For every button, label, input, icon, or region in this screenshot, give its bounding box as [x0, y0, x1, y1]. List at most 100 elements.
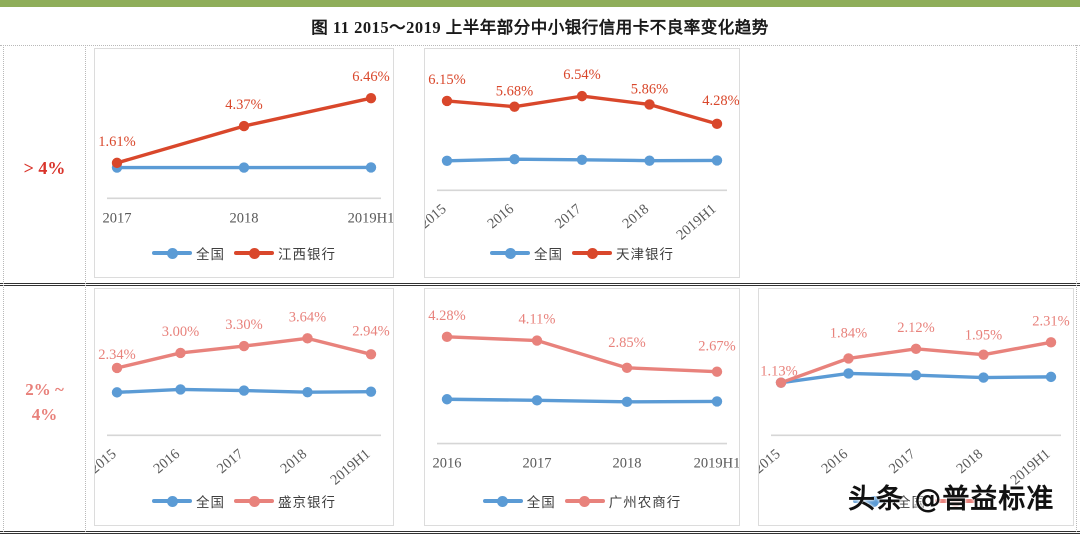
legend-label-bank: 盛京银行 — [278, 495, 336, 510]
divider-under-title — [0, 45, 1080, 46]
chart-card-empty-row1-col3 — [758, 48, 1074, 278]
svg-text:2.34%: 2.34% — [98, 347, 135, 363]
svg-text:2016: 2016 — [485, 201, 517, 232]
svg-text:1.84%: 1.84% — [830, 325, 867, 341]
svg-text:3.64%: 3.64% — [289, 309, 326, 325]
svg-text:2018: 2018 — [954, 446, 986, 477]
plot-tianjin-bank: 6.15% 5.68% 6.54% 5.86% 4.28% 2015 2016 2017 201… — [425, 49, 739, 277]
legend-item-bank: 盛京银行 — [234, 491, 336, 511]
legend-swatch-national-icon — [152, 495, 192, 507]
divider-between-rows — [0, 283, 1080, 286]
svg-text:2018: 2018 — [613, 456, 642, 472]
svg-text:4.11%: 4.11% — [519, 312, 556, 328]
svg-text:6.54%: 6.54% — [563, 67, 600, 83]
plot-shengjing-bank: 2.34% 3.00% 3.30% 3.64% 2.94% 2015 2016 2017 201… — [95, 289, 393, 525]
svg-text:4.28%: 4.28% — [428, 308, 465, 324]
legend-swatch-bank-icon — [564, 495, 605, 507]
row-label-2-to-4-percent: 2% ~ 4% — [25, 380, 64, 424]
legend-label-bank: 天津银行 — [616, 247, 674, 262]
legend-label-bank: 江西银行 — [278, 247, 336, 262]
divider-right-edge — [1076, 45, 1077, 532]
row-label-above-4-percent: > 4% — [23, 158, 66, 178]
legend-swatch-bank-icon — [935, 495, 975, 507]
legend-item-bank: 江西银行 — [234, 243, 336, 263]
svg-text:6.46%: 6.46% — [352, 69, 389, 85]
legend-item-national: 全国 — [490, 243, 563, 263]
svg-text:1.61%: 1.61% — [98, 134, 135, 150]
plot-row2-col3: 1.13% 1.84% 2.12% 1.95% 2.31% 2015 2016 2017 201… — [759, 289, 1073, 525]
legend-row2-col3: 全国 — [759, 491, 1073, 511]
legend-item-bank: 天津银行 — [572, 243, 674, 263]
legend-shengjing-bank: 全国 盛京银行 — [95, 491, 393, 511]
svg-text:2018: 2018 — [230, 210, 259, 226]
chart-card-jiangxi-bank: 1.61% 4.37% 6.46% 2017 2018 2019H1 全国 江西银行 — [94, 48, 394, 278]
svg-text:3.00%: 3.00% — [162, 324, 199, 340]
svg-text:2018: 2018 — [620, 201, 652, 232]
legend-swatch-national-icon — [853, 495, 893, 507]
legend-item-bank — [935, 495, 979, 507]
legend-item-bank: 广州农商行 — [564, 491, 682, 511]
divider-left-edge — [3, 45, 4, 532]
svg-text:2016: 2016 — [151, 446, 183, 477]
svg-text:3.30%: 3.30% — [225, 317, 262, 333]
svg-text:2.94%: 2.94% — [352, 323, 389, 339]
svg-text:2015: 2015 — [425, 201, 450, 232]
legend-item-national: 全国 — [482, 491, 556, 511]
svg-text:2016: 2016 — [433, 456, 462, 472]
svg-text:6.15%: 6.15% — [428, 72, 465, 88]
legend-label-national: 全国 — [196, 247, 225, 262]
watermark-toutiao-puyi: 头条 @普益标准 — [848, 484, 1055, 515]
svg-text:5.68%: 5.68% — [496, 84, 533, 100]
legend-tianjin-bank: 全国 天津银行 — [425, 243, 739, 263]
plot-jiangxi-bank: 1.61% 4.37% 6.46% 2017 2018 2019H1 — [95, 49, 393, 277]
svg-text:1.13%: 1.13% — [760, 364, 797, 380]
top-green-rule — [0, 0, 1080, 7]
figure-title-bar: 图 11 2015～2019 上半年部分中小银行信用卡不良率变化趋势 — [0, 7, 1080, 45]
svg-text:1.95%: 1.95% — [965, 328, 1002, 344]
svg-text:2019H1: 2019H1 — [348, 210, 393, 226]
svg-text:2.67%: 2.67% — [698, 339, 735, 355]
chart-card-row2-col3: 1.13% 1.84% 2.12% 1.95% 2.31% 2015 2016 2017 201… — [758, 288, 1074, 526]
svg-text:2019H1: 2019H1 — [673, 201, 719, 243]
svg-text:4.37%: 4.37% — [225, 97, 262, 113]
chart-card-shengjing-bank: 2.34% 3.00% 3.30% 3.64% 2.94% 2015 2016 2017 201… — [94, 288, 394, 526]
svg-text:2017: 2017 — [523, 456, 552, 472]
chart-row-2-to-4-percent: 2.34% 3.00% 3.30% 3.64% 2.94% 2015 2016 2017 201… — [86, 288, 1076, 528]
legend-item-national: 全国 — [853, 491, 926, 511]
svg-text:2016: 2016 — [819, 446, 851, 477]
svg-text:2017: 2017 — [886, 446, 918, 477]
legend-guangzhou-rural-commercial-bank: 全国 广州农商行 — [425, 491, 739, 511]
legend-swatch-national-icon — [490, 247, 530, 259]
legend-item-national: 全国 — [152, 243, 225, 263]
svg-text:2017: 2017 — [214, 446, 246, 477]
legend-item-national: 全国 — [152, 491, 225, 511]
svg-text:2018: 2018 — [278, 446, 310, 477]
legend-swatch-bank-icon — [234, 247, 274, 259]
legend-swatch-national-icon — [152, 247, 192, 259]
svg-text:2.31%: 2.31% — [1032, 313, 1069, 329]
legend-label-national: 全国 — [897, 495, 926, 510]
svg-text:5.86%: 5.86% — [631, 81, 668, 97]
divider-label-column — [85, 45, 86, 532]
svg-text:2017: 2017 — [552, 201, 584, 232]
legend-swatch-national-icon — [482, 495, 523, 507]
legend-label-national: 全国 — [526, 495, 556, 510]
svg-text:2019H1: 2019H1 — [327, 446, 373, 488]
svg-text:4.28%: 4.28% — [702, 93, 739, 109]
svg-text:2017: 2017 — [103, 210, 132, 226]
legend-jiangxi-bank: 全国 江西银行 — [95, 243, 393, 263]
plot-guangzhou-rural-commercial-bank: 4.28% 4.11% 2.85% 2.67% 2016 2017 2018 2019H1 — [425, 289, 739, 525]
legend-swatch-bank-icon — [234, 495, 274, 507]
chart-card-guangzhou-rural-commercial-bank: 4.28% 4.11% 2.85% 2.67% 2016 2017 2018 2019H1 全… — [424, 288, 740, 526]
legend-label-bank: 广州农商行 — [608, 495, 682, 510]
legend-label-national: 全国 — [534, 247, 563, 262]
chart-card-tianjin-bank: 6.15% 5.68% 6.54% 5.86% 4.28% 2015 2016 2017 201… — [424, 48, 740, 278]
svg-text:2.85%: 2.85% — [608, 335, 645, 351]
legend-swatch-bank-icon — [572, 247, 612, 259]
chart-row-above-4-percent: 1.61% 4.37% 6.46% 2017 2018 2019H1 全国 江西银行 6.… — [86, 48, 1076, 281]
svg-text:2015: 2015 — [95, 446, 120, 477]
svg-text:2.12%: 2.12% — [897, 320, 934, 336]
legend-label-national: 全国 — [196, 495, 225, 510]
svg-text:2015: 2015 — [759, 446, 784, 477]
